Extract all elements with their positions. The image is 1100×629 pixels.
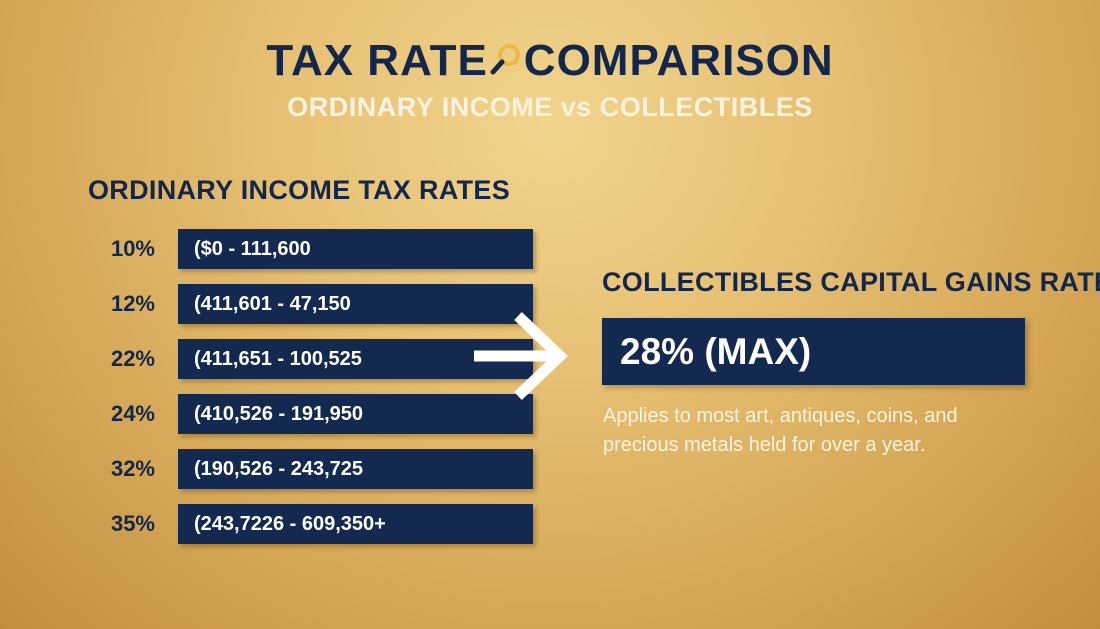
tax-bracket-range: (411,651 - 100,525 bbox=[194, 348, 362, 370]
tax-bracket-range: (410,526 - 191,950 bbox=[194, 403, 364, 425]
tax-rate-label: 22% bbox=[110, 346, 155, 371]
title-part-2: COMPARISON bbox=[523, 36, 834, 85]
collectibles-rate-value: 28% (MAX) bbox=[620, 331, 812, 372]
tax-bracket-bar: (411,651 - 100,525 bbox=[178, 339, 533, 379]
arrow-right-icon bbox=[470, 308, 570, 404]
tax-row-32: 32% (190,526 - 243,725 bbox=[95, 449, 533, 489]
tax-bracket-bar: (410,526 - 191,950 bbox=[178, 394, 533, 434]
collectibles-heading: COLLECTIBLES CAPITAL GAINS RATE bbox=[602, 267, 1100, 297]
tax-bracket-range: ($0 - 111,600 bbox=[194, 238, 311, 260]
tax-rate-label: 12% bbox=[110, 291, 155, 316]
title-part-1: TAX RATE bbox=[266, 36, 488, 85]
tax-bracket-range: (190,526 - 243,725 bbox=[194, 458, 364, 480]
tax-rate-label: 32% bbox=[110, 456, 155, 481]
tax-row-22: 22% (411,651 - 100,525 bbox=[95, 339, 533, 379]
tax-rate-label: 35% bbox=[110, 511, 155, 536]
tax-bracket-range: (411,601 - 47,150 bbox=[194, 293, 351, 315]
tax-rate-label: 24% bbox=[110, 401, 155, 426]
tax-row-12: 12% (411,601 - 47,150 bbox=[95, 284, 533, 324]
tax-row-10: 10% ($0 - 111,600 bbox=[95, 229, 533, 269]
page-title: TAX RATE COMPARISON bbox=[266, 36, 833, 86]
page-subtitle: ORDINARY INCOME vs COLLECTIBLES bbox=[287, 92, 813, 122]
tax-bracket-bar: ($0 - 111,600 bbox=[178, 229, 533, 269]
magnifier-icon bbox=[490, 39, 522, 75]
tax-bracket-bar: (411,601 - 47,150 bbox=[178, 284, 533, 324]
tax-rate-label: 10% bbox=[110, 236, 155, 261]
ordinary-income-heading: ORDINARY INCOME TAX RATES bbox=[88, 175, 511, 205]
collectibles-rate-box: 28% (MAX) bbox=[602, 318, 1025, 385]
collectibles-note: Applies to most art, antiques, coins, an… bbox=[603, 405, 958, 456]
tax-bracket-range: (243,7226 - 609,350+ bbox=[194, 513, 386, 535]
tax-row-24: 24% (410,526 - 191,950 bbox=[95, 394, 533, 434]
title-block: TAX RATE COMPARISON bbox=[0, 36, 1100, 86]
tax-bracket-bar: (243,7226 - 609,350+ bbox=[178, 504, 533, 544]
tax-row-35: 35% (243,7226 - 609,350+ bbox=[95, 504, 533, 544]
tax-bracket-bar: (190,526 - 243,725 bbox=[178, 449, 533, 489]
